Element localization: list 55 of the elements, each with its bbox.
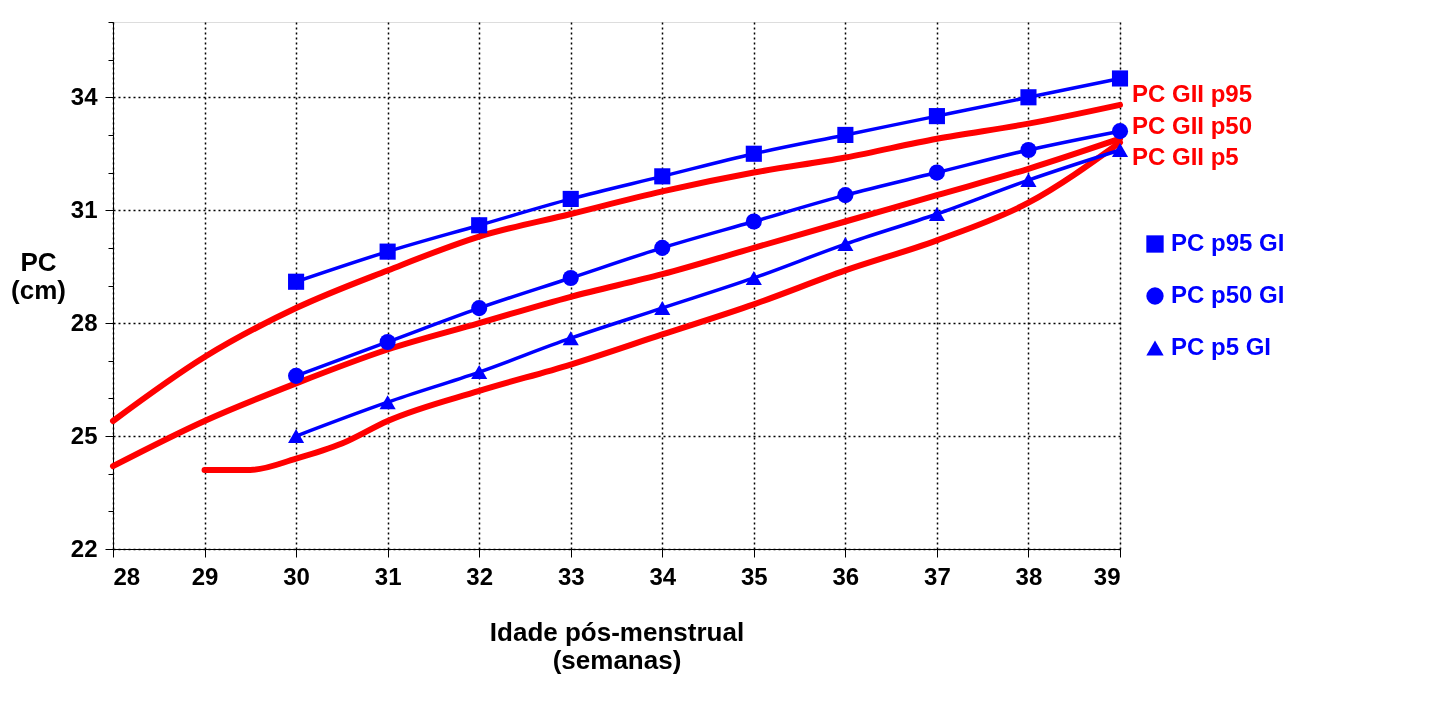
point (562, 190, 579, 207)
point (837, 126, 854, 143)
point (379, 333, 396, 351)
series-label: PC GII p50 (1132, 111, 1253, 139)
x-tick-label: 35 (740, 562, 768, 590)
legend-label: PC p5 GI (1171, 333, 1272, 360)
y-tick-label: 25 (70, 421, 98, 449)
x-tick-label: 30 (283, 562, 310, 590)
x-tick-label: 39 (1093, 562, 1121, 590)
y-tick-label: 34 (70, 82, 99, 110)
y-axis-title: PC (cm) (11, 246, 66, 305)
x-tick-label: 38 (1015, 562, 1043, 590)
point (654, 239, 671, 256)
y-tick-label: 28 (70, 308, 98, 336)
y-tick-label: 31 (70, 195, 98, 223)
point (1020, 141, 1037, 159)
point (379, 243, 396, 260)
point (1111, 123, 1129, 140)
x-tick-label: 34 (649, 562, 677, 590)
x-tick-label: 28 (113, 562, 141, 590)
point (745, 270, 762, 285)
point (837, 237, 854, 252)
x-tick-label: 32 (466, 562, 494, 590)
point (928, 108, 945, 125)
point (288, 367, 305, 384)
legend-label: PC p50 GI (1171, 281, 1285, 308)
point (837, 187, 854, 204)
point (471, 300, 488, 317)
x-tick-label: 29 (191, 562, 219, 590)
series-label: PC GII p95 (1132, 79, 1253, 107)
legend-label: PC p95 GI (1171, 229, 1285, 256)
x-tick-label: 31 (374, 562, 402, 590)
point (379, 395, 396, 410)
point (745, 145, 762, 162)
point (745, 213, 762, 230)
x-tick-label: 37 (924, 562, 951, 590)
point (1020, 173, 1037, 188)
point (928, 207, 945, 221)
point (471, 365, 488, 380)
point (1111, 143, 1129, 157)
point (654, 168, 671, 185)
point (654, 301, 671, 316)
point (1020, 89, 1037, 106)
series-label: PC GII p5 (1132, 143, 1239, 171)
point (288, 273, 305, 290)
point (471, 217, 488, 234)
point (288, 429, 305, 444)
x-tick-label: 33 (557, 562, 585, 590)
point (1111, 70, 1129, 87)
y-tick-label: 22 (70, 534, 98, 562)
point (928, 164, 945, 181)
point (562, 269, 579, 287)
x-tick-label: 36 (832, 562, 860, 590)
point (562, 331, 579, 346)
x-axis-title: Idade pós-menstrual (semanas) (489, 616, 745, 675)
